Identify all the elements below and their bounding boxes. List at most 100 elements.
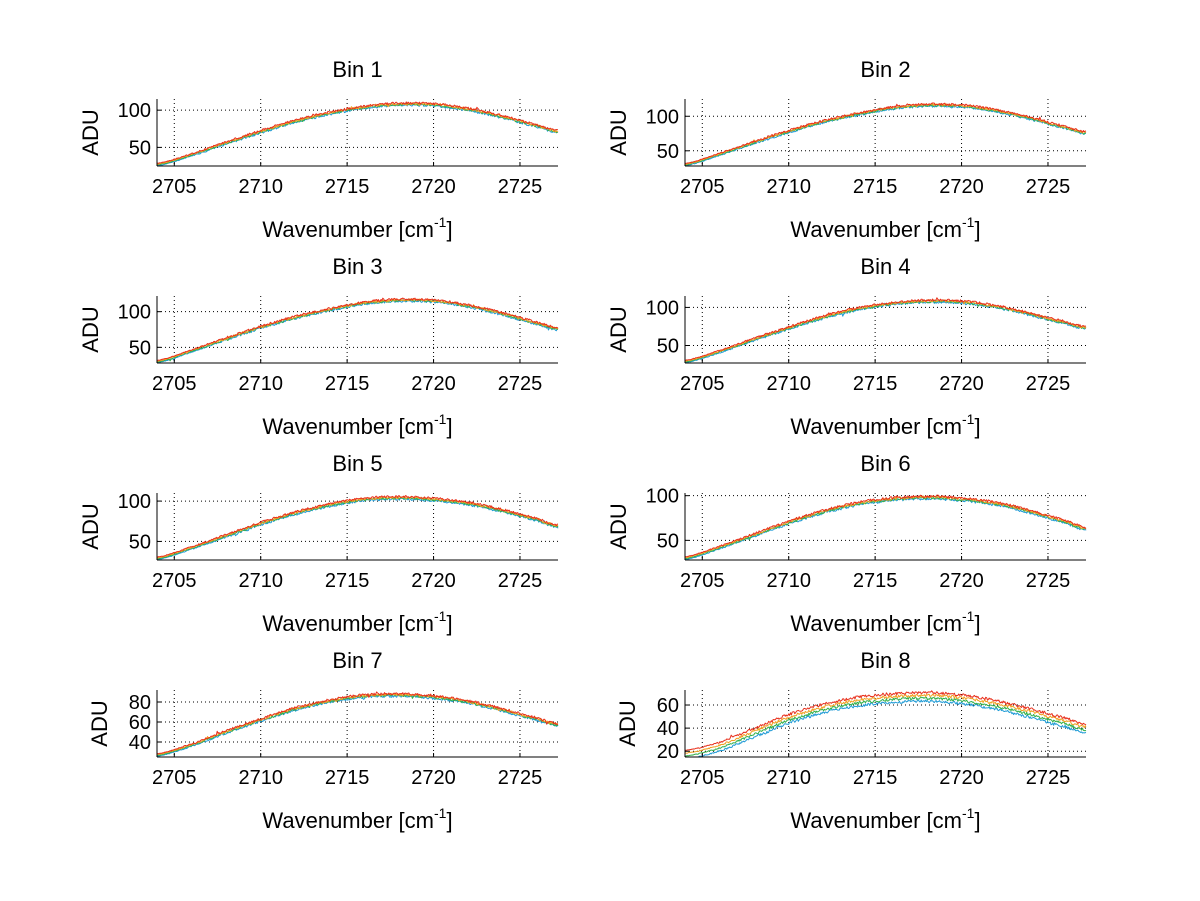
x-tick-label: 2720 (411, 767, 456, 789)
series-line-4 (684, 102, 1087, 165)
y-tick-label: 100 (118, 491, 151, 513)
y-tick-label: 60 (129, 712, 151, 734)
x-axis-label-main: Wavenumber [cm (262, 808, 434, 833)
x-tick-label: 2725 (498, 767, 543, 789)
series-line-4 (156, 297, 559, 361)
series-group (684, 102, 1087, 166)
x-axis-label: Wavenumber [cm-1] (790, 805, 980, 833)
x-tick-label: 2710 (238, 373, 283, 395)
y-tick-label: 50 (129, 531, 151, 553)
x-axis-label-end: ] (446, 808, 452, 833)
y-tick-label: 20 (657, 741, 679, 763)
y-axis-label: ADU (87, 700, 112, 746)
x-tick-label: 2720 (411, 373, 456, 395)
y-tick-label: 50 (129, 137, 151, 159)
x-axis-label: Wavenumber [cm-1] (262, 608, 452, 636)
x-tick-label: 2720 (939, 373, 984, 395)
panel-bin-6: 2705 2710 2715 2720 2725 50 100 Bin 6 Wavenumber… (606, 451, 1087, 636)
panel-title: Bin 6 (860, 451, 910, 476)
x-tick-label: 2725 (498, 176, 543, 198)
y-tick-label: 40 (129, 732, 151, 754)
x-axis-label-end: ] (446, 414, 452, 439)
x-tick-label: 2705 (680, 373, 725, 395)
x-axis-label-main: Wavenumber [cm (790, 414, 962, 439)
panel-bin-1: 2705 2710 2715 2720 2725 50 100 Bin 1 Wavenumber… (78, 57, 559, 242)
x-axis-label-sup: -1 (434, 608, 447, 624)
series-line-4 (684, 690, 1087, 751)
x-axis-label: Wavenumber [cm-1] (262, 214, 452, 242)
panel-bin-2: 2705 2710 2715 2720 2725 50 100 Bin 2 Wavenumber… (606, 57, 1087, 242)
x-tick-label: 2715 (325, 176, 370, 198)
panel-title: Bin 1 (332, 57, 382, 82)
x-axis-label: Wavenumber [cm-1] (262, 411, 452, 439)
x-tick-label: 2705 (680, 176, 725, 198)
grid (685, 493, 1086, 560)
series-line-1 (685, 699, 1087, 758)
x-tick-label: 2705 (152, 176, 197, 198)
x-tick-label: 2715 (853, 570, 898, 592)
y-tick-label: 40 (657, 718, 679, 740)
x-tick-label: 2720 (939, 176, 984, 198)
x-tick-label: 2715 (325, 767, 370, 789)
series-group (156, 495, 559, 561)
x-tick-label: 2705 (680, 767, 725, 789)
panel-title: Bin 3 (332, 254, 382, 279)
x-axis-label-sup: -1 (962, 608, 975, 624)
grid (157, 690, 558, 757)
panel-title: Bin 7 (332, 648, 382, 673)
x-tick-label: 2720 (411, 176, 456, 198)
x-tick-label: 2725 (1026, 767, 1071, 789)
x-axis-label-sup: -1 (962, 805, 975, 821)
x-axis-label-end: ] (974, 217, 980, 242)
y-tick-label: 100 (118, 100, 151, 122)
x-axis-label-sup: -1 (434, 805, 447, 821)
x-tick-label: 2710 (766, 767, 811, 789)
x-axis-label: Wavenumber [cm-1] (790, 214, 980, 242)
y-axis-label: ADU (78, 306, 103, 352)
x-tick-label: 2725 (1026, 570, 1071, 592)
x-tick-label: 2710 (238, 570, 283, 592)
grid (685, 296, 1086, 363)
x-axis-label-sup: -1 (434, 411, 447, 427)
y-axis-label: ADU (615, 700, 640, 746)
y-tick-label: 50 (657, 530, 679, 552)
x-tick-label: 2720 (411, 570, 456, 592)
y-tick-label: 80 (129, 692, 151, 714)
x-axis-label-sup: -1 (962, 411, 975, 427)
series-line-2 (685, 696, 1087, 757)
y-axis-label: ADU (606, 109, 631, 155)
x-tick-label: 2715 (325, 373, 370, 395)
series-line-2 (156, 693, 559, 756)
x-tick-label: 2715 (853, 767, 898, 789)
x-tick-label: 2720 (939, 570, 984, 592)
x-axis-label-main: Wavenumber [cm (262, 611, 434, 636)
x-tick-label: 2705 (680, 570, 725, 592)
y-tick-label: 100 (646, 297, 679, 319)
y-tick-label: 100 (118, 302, 151, 324)
series-line-3 (684, 103, 1087, 165)
x-tick-label: 2715 (853, 373, 898, 395)
x-tick-label: 2725 (498, 570, 543, 592)
series-line-4 (684, 297, 1087, 361)
grid (685, 99, 1086, 166)
x-axis-label-end: ] (446, 611, 452, 636)
series-group (684, 297, 1087, 363)
series-group (156, 297, 559, 364)
panel-title: Bin 5 (332, 451, 382, 476)
x-axis-label: Wavenumber [cm-1] (790, 608, 980, 636)
x-axis-label-main: Wavenumber [cm (790, 217, 962, 242)
x-tick-label: 2715 (853, 176, 898, 198)
x-tick-label: 2715 (325, 570, 370, 592)
x-axis-label: Wavenumber [cm-1] (790, 411, 980, 439)
panels: 2705 2710 2715 2720 2725 50 100 Bin 1 Wavenumber… (78, 57, 1087, 833)
x-tick-label: 2725 (498, 373, 543, 395)
x-tick-label: 2710 (766, 570, 811, 592)
x-axis-label-end: ] (974, 611, 980, 636)
x-tick-label: 2710 (238, 767, 283, 789)
series-line-4 (156, 691, 559, 755)
y-axis-label: ADU (606, 503, 631, 549)
x-tick-label: 2705 (152, 767, 197, 789)
